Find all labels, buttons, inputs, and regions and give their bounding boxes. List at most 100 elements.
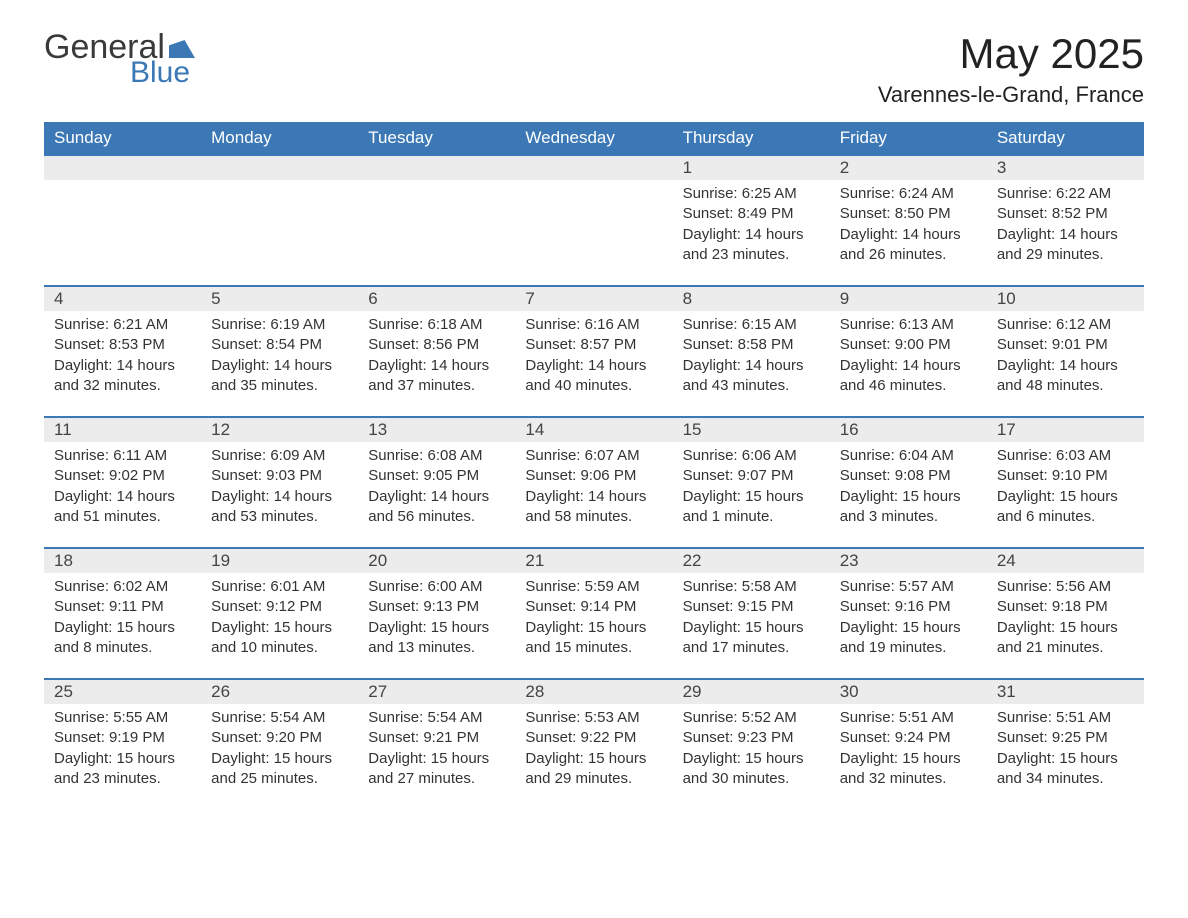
day-number-cell: 22 bbox=[673, 548, 830, 573]
daylight-line: Daylight: 15 hours and 1 minute. bbox=[683, 487, 820, 528]
sunset-line: Sunset: 9:14 PM bbox=[525, 597, 662, 617]
sunset-line: Sunset: 9:18 PM bbox=[997, 597, 1134, 617]
day-number-row: 11121314151617 bbox=[44, 417, 1144, 442]
logo-flag-icon bbox=[169, 40, 195, 58]
day-number-cell: 18 bbox=[44, 548, 201, 573]
day-number-cell: 15 bbox=[673, 417, 830, 442]
daylight-line: Daylight: 15 hours and 30 minutes. bbox=[683, 749, 820, 790]
daylight-line: Daylight: 14 hours and 56 minutes. bbox=[368, 487, 505, 528]
sunrise-line: Sunrise: 6:16 AM bbox=[525, 315, 662, 335]
sunrise-line: Sunrise: 6:01 AM bbox=[211, 577, 348, 597]
daylight-line: Daylight: 15 hours and 6 minutes. bbox=[997, 487, 1134, 528]
day-content-cell: Sunrise: 6:00 AMSunset: 9:13 PMDaylight:… bbox=[358, 573, 515, 679]
sunrise-line: Sunrise: 6:22 AM bbox=[997, 184, 1134, 204]
day-number-cell: 10 bbox=[987, 286, 1144, 311]
day-content-cell: Sunrise: 6:22 AMSunset: 8:52 PMDaylight:… bbox=[987, 180, 1144, 286]
day-number-cell: 11 bbox=[44, 417, 201, 442]
day-content-cell: Sunrise: 6:09 AMSunset: 9:03 PMDaylight:… bbox=[201, 442, 358, 548]
weekday-header: Sunday bbox=[44, 122, 201, 155]
day-number-cell: 30 bbox=[830, 679, 987, 704]
day-content-cell bbox=[44, 180, 201, 286]
sunset-line: Sunset: 9:00 PM bbox=[840, 335, 977, 355]
day-number-cell: 7 bbox=[515, 286, 672, 311]
logo: General Blue bbox=[44, 30, 195, 88]
day-content-cell: Sunrise: 6:04 AMSunset: 9:08 PMDaylight:… bbox=[830, 442, 987, 548]
sunset-line: Sunset: 9:11 PM bbox=[54, 597, 191, 617]
sunset-line: Sunset: 9:12 PM bbox=[211, 597, 348, 617]
sunrise-line: Sunrise: 5:53 AM bbox=[525, 708, 662, 728]
sunset-line: Sunset: 9:10 PM bbox=[997, 466, 1134, 486]
sunset-line: Sunset: 9:21 PM bbox=[368, 728, 505, 748]
day-content-cell bbox=[358, 180, 515, 286]
sunset-line: Sunset: 9:24 PM bbox=[840, 728, 977, 748]
sunrise-line: Sunrise: 6:02 AM bbox=[54, 577, 191, 597]
daylight-line: Daylight: 14 hours and 32 minutes. bbox=[54, 356, 191, 397]
daylight-line: Daylight: 14 hours and 53 minutes. bbox=[211, 487, 348, 528]
sunrise-line: Sunrise: 5:52 AM bbox=[683, 708, 820, 728]
day-number-cell: 29 bbox=[673, 679, 830, 704]
sunrise-line: Sunrise: 5:55 AM bbox=[54, 708, 191, 728]
day-content-cell: Sunrise: 5:53 AMSunset: 9:22 PMDaylight:… bbox=[515, 704, 672, 809]
day-content-cell: Sunrise: 5:58 AMSunset: 9:15 PMDaylight:… bbox=[673, 573, 830, 679]
daylight-line: Daylight: 15 hours and 32 minutes. bbox=[840, 749, 977, 790]
sunrise-line: Sunrise: 6:04 AM bbox=[840, 446, 977, 466]
daylight-line: Daylight: 15 hours and 23 minutes. bbox=[54, 749, 191, 790]
sunrise-line: Sunrise: 6:00 AM bbox=[368, 577, 505, 597]
sunset-line: Sunset: 8:58 PM bbox=[683, 335, 820, 355]
sunset-line: Sunset: 9:03 PM bbox=[211, 466, 348, 486]
day-content-cell: Sunrise: 5:56 AMSunset: 9:18 PMDaylight:… bbox=[987, 573, 1144, 679]
day-content-cell: Sunrise: 5:51 AMSunset: 9:25 PMDaylight:… bbox=[987, 704, 1144, 809]
sunrise-line: Sunrise: 6:12 AM bbox=[997, 315, 1134, 335]
day-number-cell: 2 bbox=[830, 155, 987, 180]
sunrise-line: Sunrise: 6:13 AM bbox=[840, 315, 977, 335]
sunset-line: Sunset: 9:19 PM bbox=[54, 728, 191, 748]
day-number-cell bbox=[358, 155, 515, 180]
sunrise-line: Sunrise: 5:54 AM bbox=[211, 708, 348, 728]
sunset-line: Sunset: 9:25 PM bbox=[997, 728, 1134, 748]
day-number-cell: 13 bbox=[358, 417, 515, 442]
sunset-line: Sunset: 9:06 PM bbox=[525, 466, 662, 486]
sunrise-line: Sunrise: 6:07 AM bbox=[525, 446, 662, 466]
day-number-cell: 12 bbox=[201, 417, 358, 442]
weekday-header: Wednesday bbox=[515, 122, 672, 155]
sunrise-line: Sunrise: 6:08 AM bbox=[368, 446, 505, 466]
weekday-header: Tuesday bbox=[358, 122, 515, 155]
day-content-cell: Sunrise: 6:18 AMSunset: 8:56 PMDaylight:… bbox=[358, 311, 515, 417]
sunrise-line: Sunrise: 5:57 AM bbox=[840, 577, 977, 597]
day-content-row: Sunrise: 6:21 AMSunset: 8:53 PMDaylight:… bbox=[44, 311, 1144, 417]
day-content-cell: Sunrise: 5:52 AMSunset: 9:23 PMDaylight:… bbox=[673, 704, 830, 809]
sunset-line: Sunset: 9:05 PM bbox=[368, 466, 505, 486]
sunset-line: Sunset: 8:57 PM bbox=[525, 335, 662, 355]
daylight-line: Daylight: 14 hours and 58 minutes. bbox=[525, 487, 662, 528]
day-content-cell: Sunrise: 6:01 AMSunset: 9:12 PMDaylight:… bbox=[201, 573, 358, 679]
sunset-line: Sunset: 9:20 PM bbox=[211, 728, 348, 748]
day-content-cell: Sunrise: 6:25 AMSunset: 8:49 PMDaylight:… bbox=[673, 180, 830, 286]
day-number-cell: 25 bbox=[44, 679, 201, 704]
sunset-line: Sunset: 8:56 PM bbox=[368, 335, 505, 355]
sunrise-line: Sunrise: 6:09 AM bbox=[211, 446, 348, 466]
day-number-cell: 24 bbox=[987, 548, 1144, 573]
sunrise-line: Sunrise: 5:59 AM bbox=[525, 577, 662, 597]
daylight-line: Daylight: 15 hours and 15 minutes. bbox=[525, 618, 662, 659]
daylight-line: Daylight: 15 hours and 29 minutes. bbox=[525, 749, 662, 790]
day-content-row: Sunrise: 5:55 AMSunset: 9:19 PMDaylight:… bbox=[44, 704, 1144, 809]
sunrise-line: Sunrise: 5:58 AM bbox=[683, 577, 820, 597]
weekday-header-row: SundayMondayTuesdayWednesdayThursdayFrid… bbox=[44, 122, 1144, 155]
day-number-cell: 8 bbox=[673, 286, 830, 311]
day-number-cell: 3 bbox=[987, 155, 1144, 180]
day-number-cell: 23 bbox=[830, 548, 987, 573]
day-content-cell: Sunrise: 5:51 AMSunset: 9:24 PMDaylight:… bbox=[830, 704, 987, 809]
sunrise-line: Sunrise: 6:15 AM bbox=[683, 315, 820, 335]
sunset-line: Sunset: 8:53 PM bbox=[54, 335, 191, 355]
day-content-row: Sunrise: 6:11 AMSunset: 9:02 PMDaylight:… bbox=[44, 442, 1144, 548]
sunset-line: Sunset: 8:52 PM bbox=[997, 204, 1134, 224]
day-number-cell: 16 bbox=[830, 417, 987, 442]
sunset-line: Sunset: 9:01 PM bbox=[997, 335, 1134, 355]
day-content-cell: Sunrise: 6:16 AMSunset: 8:57 PMDaylight:… bbox=[515, 311, 672, 417]
daylight-line: Daylight: 14 hours and 40 minutes. bbox=[525, 356, 662, 397]
daylight-line: Daylight: 15 hours and 13 minutes. bbox=[368, 618, 505, 659]
day-content-cell: Sunrise: 5:55 AMSunset: 9:19 PMDaylight:… bbox=[44, 704, 201, 809]
day-content-cell bbox=[201, 180, 358, 286]
day-content-cell: Sunrise: 6:03 AMSunset: 9:10 PMDaylight:… bbox=[987, 442, 1144, 548]
daylight-line: Daylight: 14 hours and 29 minutes. bbox=[997, 225, 1134, 266]
